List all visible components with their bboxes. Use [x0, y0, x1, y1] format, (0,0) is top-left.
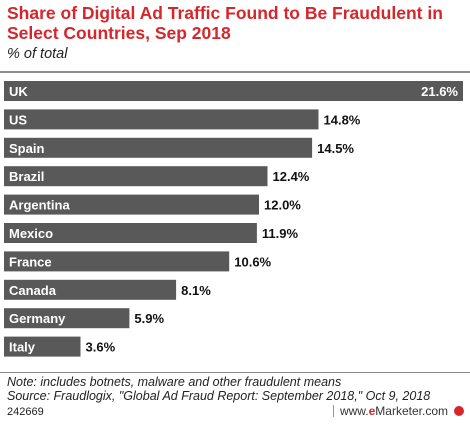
category-label: Canada: [9, 283, 57, 298]
category-label: Germany: [9, 311, 66, 326]
category-label: Mexico: [9, 226, 53, 241]
value-label: 14.8%: [324, 112, 361, 127]
bar-argentina: [4, 194, 259, 215]
category-label: Italy: [9, 340, 36, 355]
brand-link[interactable]: www.eMarketer.com: [340, 404, 448, 418]
chart-note: Note: includes botnets, malware and othe…: [7, 375, 342, 389]
category-label: Brazil: [9, 169, 44, 184]
value-label: 5.9%: [134, 311, 164, 326]
brand-name: Marketer: [375, 404, 422, 418]
bar-canada: [4, 279, 177, 300]
top-divider: [0, 71, 470, 73]
brand-prefix: www.: [339, 404, 369, 418]
chart-title: Share of Digital Ad Traffic Found to Be …: [7, 3, 443, 43]
value-label: 8.1%: [181, 283, 211, 298]
value-label: 10.6%: [234, 254, 271, 269]
category-label: Argentina: [9, 198, 70, 213]
category-label: US: [9, 112, 27, 127]
value-label: 12.0%: [264, 198, 301, 213]
value-label: 12.4%: [273, 169, 310, 184]
bar-uk: [4, 81, 463, 101]
bar-us: [4, 109, 319, 130]
bar-france: [4, 251, 230, 272]
emarketer-logo-icon: [454, 406, 464, 416]
bar-mexico: [4, 223, 257, 243]
brand-e: e: [368, 404, 376, 418]
bar-italy: [4, 336, 81, 357]
chart-source: Source: Fraudlogix, "Global Ad Fraud Rep…: [7, 389, 431, 403]
bar-spain: [4, 137, 313, 158]
value-label: 3.6%: [86, 340, 116, 355]
bar-germany: [4, 308, 130, 329]
value-label: 21.6%: [421, 84, 458, 99]
chart-subtitle: % of total: [7, 46, 68, 62]
chart-id: 242669: [7, 406, 44, 418]
bottom-divider: [0, 372, 470, 373]
category-label: Spain: [9, 141, 44, 156]
category-label: France: [9, 254, 52, 269]
value-label: 14.5%: [317, 141, 354, 156]
category-label: UK: [9, 84, 28, 99]
value-label: 11.9%: [262, 226, 299, 241]
bar-chart-svg: UK 21.6% US 14.8% Spain 14.5% Brazil 12.4% Argen…: [4, 81, 463, 357]
bar-chart: UK 21.6% US 14.8% Spain 14.5% Brazil 12.4% Argen…: [0, 74, 470, 370]
bar-brazil: [4, 166, 268, 187]
brand-suffix: .com: [421, 404, 448, 418]
brand-divider: [332, 405, 334, 417]
brand-footer: www.eMarketer.com: [332, 404, 464, 418]
